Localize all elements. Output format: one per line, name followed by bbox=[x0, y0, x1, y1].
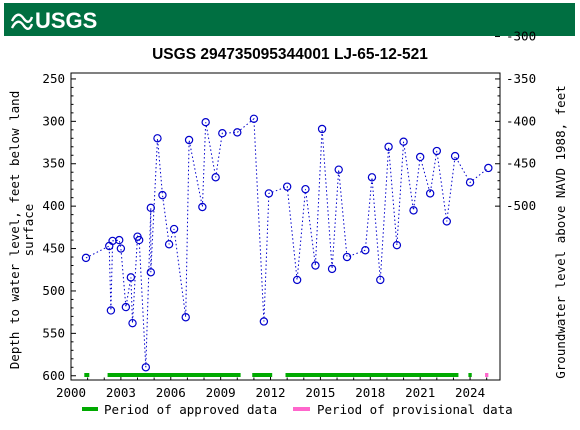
data-point bbox=[259, 317, 269, 326]
data-point bbox=[392, 240, 402, 250]
y-right-tick-label: -450 bbox=[506, 156, 536, 171]
data-point bbox=[399, 137, 408, 146]
y-left-tick-label: 450 bbox=[42, 241, 65, 256]
y-left-tick-label: 600 bbox=[42, 368, 65, 383]
data-point bbox=[106, 306, 116, 315]
data-point bbox=[282, 182, 292, 191]
data-point bbox=[116, 244, 126, 253]
x-tick-label: 2018 bbox=[355, 385, 385, 400]
usgs-logo: USGS bbox=[10, 8, 97, 33]
data-point bbox=[146, 268, 156, 277]
approval-bars-layer bbox=[84, 373, 489, 377]
legend-provisional-label: Period of provisional data bbox=[317, 402, 513, 417]
approved-period-bar bbox=[107, 373, 241, 377]
x-tick-label: 2021 bbox=[405, 385, 435, 400]
series-layer bbox=[81, 114, 493, 372]
data-point bbox=[432, 146, 442, 156]
data-point bbox=[218, 129, 227, 138]
y-left-tick-label: 400 bbox=[42, 198, 65, 213]
data-point bbox=[376, 275, 385, 285]
data-point bbox=[146, 203, 156, 213]
approved-period-bar bbox=[285, 373, 459, 377]
y-left-tick-label: 550 bbox=[42, 325, 65, 340]
x-tick-label: 2012 bbox=[255, 385, 285, 400]
data-point bbox=[327, 264, 337, 274]
x-tick-label: 2006 bbox=[156, 385, 186, 400]
data-point bbox=[409, 206, 418, 215]
data-point bbox=[317, 124, 327, 134]
y-axis-right-label: Groundwater level above NAVD 1988, feet bbox=[553, 85, 568, 379]
y-right-tick-label: -500 bbox=[506, 198, 536, 213]
x-tick-label: 2009 bbox=[206, 385, 236, 400]
y-right-tick-label: -400 bbox=[506, 113, 536, 128]
data-point bbox=[169, 224, 179, 234]
y-left-tick-label: 350 bbox=[42, 156, 65, 171]
x-tick-label: 2024 bbox=[455, 385, 485, 400]
usgs-logo-text: USGS bbox=[35, 8, 97, 33]
y-left-tick-label: 300 bbox=[42, 113, 65, 128]
data-point bbox=[121, 302, 131, 312]
data-point bbox=[264, 189, 274, 198]
y-right-tick-label: -250 bbox=[506, 0, 536, 1]
data-point bbox=[450, 151, 460, 161]
x-tick-label: 2003 bbox=[106, 385, 136, 400]
x-tick-label: 2000 bbox=[56, 385, 86, 400]
y-axis-right: -200-250-300-350-400-450-500 bbox=[495, 0, 536, 213]
approved-period-bar bbox=[252, 373, 273, 377]
data-point bbox=[153, 134, 162, 143]
data-point bbox=[361, 246, 370, 255]
y-axis-left-label-line1: Depth to water level, feet below land bbox=[7, 91, 22, 369]
data-point bbox=[484, 163, 493, 173]
data-point bbox=[81, 253, 91, 263]
y-left-tick-label: 500 bbox=[42, 283, 65, 298]
y-left-tick-label: 250 bbox=[42, 71, 65, 86]
data-point bbox=[184, 135, 194, 145]
data-point bbox=[442, 217, 451, 226]
data-point bbox=[211, 173, 220, 182]
data-point bbox=[115, 235, 124, 245]
approved-period-bar bbox=[84, 373, 90, 377]
legend: Period of approved data Period of provis… bbox=[82, 402, 513, 417]
chart-title: USGS 294735095344001 LJ-65-12-521 bbox=[152, 46, 428, 63]
data-point bbox=[292, 275, 302, 285]
data-point bbox=[141, 363, 151, 372]
plot-frame bbox=[70, 72, 501, 381]
approved-period-bar bbox=[468, 373, 472, 377]
data-point bbox=[233, 128, 242, 137]
data-point bbox=[425, 189, 435, 198]
y-axis-left: 250 300 350 400 450 500 550 600 bbox=[42, 71, 76, 383]
provisional-period-bar bbox=[485, 373, 489, 377]
y-right-tick-label: -350 bbox=[506, 71, 536, 86]
data-point bbox=[128, 318, 137, 328]
legend-approved-label: Period of approved data bbox=[104, 402, 277, 417]
usgs-header-banner: USGS bbox=[4, 3, 575, 36]
series-line bbox=[85, 117, 489, 368]
data-point bbox=[367, 173, 377, 182]
data-point bbox=[181, 313, 190, 322]
data-point bbox=[134, 235, 144, 245]
data-point bbox=[384, 142, 393, 151]
data-point bbox=[415, 152, 425, 162]
data-point bbox=[465, 178, 475, 187]
data-point bbox=[198, 202, 207, 212]
data-point bbox=[201, 117, 210, 127]
y-right-tick-label: -300 bbox=[506, 29, 536, 44]
data-point bbox=[164, 240, 174, 249]
y-axis-left-label-line2: surface bbox=[21, 204, 36, 257]
data-point bbox=[334, 165, 343, 174]
data-point bbox=[126, 273, 136, 282]
data-point bbox=[342, 252, 352, 262]
data-point bbox=[311, 261, 320, 270]
x-axis: 2000 2003 2006 2009 2012 2015 2018 2021 2024 bbox=[56, 375, 488, 400]
data-point bbox=[301, 184, 310, 194]
data-point bbox=[249, 114, 259, 123]
x-tick-label: 2015 bbox=[305, 385, 335, 400]
data-point bbox=[158, 190, 167, 200]
